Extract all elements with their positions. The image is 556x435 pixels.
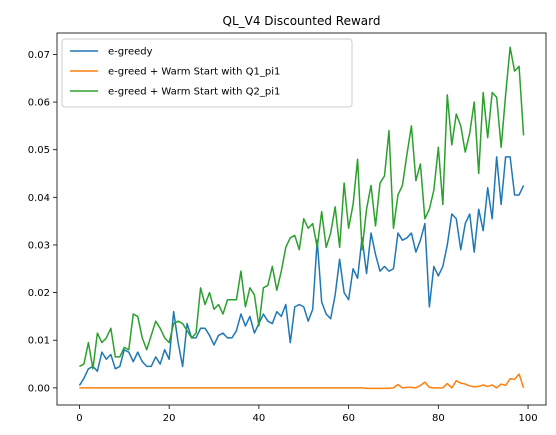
- y-tick-label: 0.00: [28, 383, 50, 394]
- y-axis: 0.00 0.01 0.02 0.03 0.04 0.05 0.06 0.07: [28, 50, 57, 394]
- plot-area-frame: [56, 32, 547, 406]
- x-tick-label: 100: [519, 413, 538, 424]
- series-line-3: [79, 46, 525, 370]
- y-tick-label: 0.01: [28, 336, 50, 347]
- legend-box: [61, 38, 353, 108]
- y-tick-label: 0.03: [28, 240, 50, 251]
- x-tick-label: 0: [76, 413, 82, 424]
- legend: e-greedy e-greed + Warm Start with Q1_pi1…: [61, 38, 353, 108]
- y-tick-label: 0.07: [28, 50, 50, 61]
- legend-label-3: e-greed + Warm Start with Q2_pi1: [108, 87, 280, 98]
- series-layer: [78, 46, 525, 390]
- y-tick-label: 0.05: [28, 145, 50, 156]
- x-tick-label: 60: [342, 413, 355, 424]
- x-tick-label: 40: [253, 413, 266, 424]
- chart-title: QL_V4 Discounted Reward: [223, 14, 381, 28]
- legend-label-2: e-greed + Warm Start with Q1_pi1: [108, 67, 280, 78]
- series-line-2: [79, 373, 525, 390]
- y-tick-label: 0.04: [28, 193, 50, 204]
- y-tick-label: 0.06: [28, 98, 50, 109]
- x-tick-label: 20: [163, 413, 176, 424]
- x-tick-label: 80: [432, 413, 445, 424]
- series-line-1: [78, 156, 525, 386]
- y-tick-label: 0.02: [28, 288, 50, 299]
- x-axis: 0 20 40 60 80 100: [76, 405, 538, 424]
- legend-label-1: e-greedy: [108, 47, 153, 58]
